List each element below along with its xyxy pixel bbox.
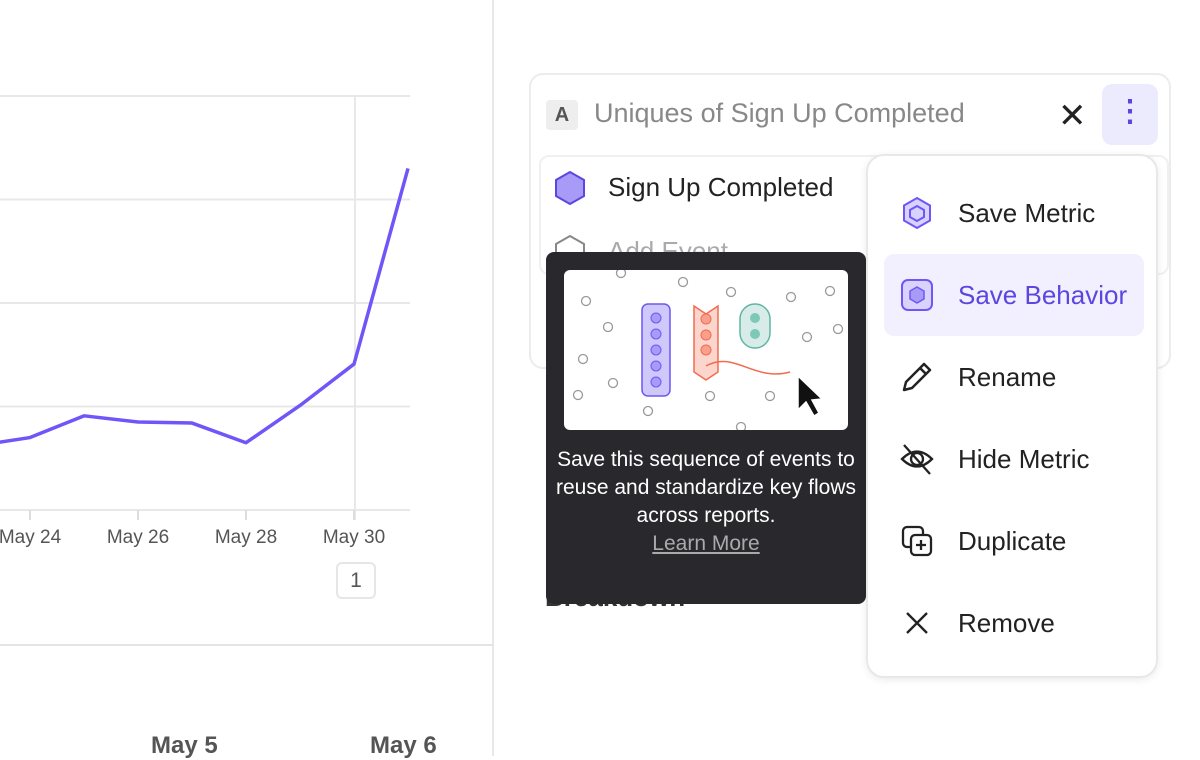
pencil-icon <box>900 360 934 394</box>
metric-title[interactable]: Uniques of Sign Up Completed <box>594 98 965 128</box>
kebab-icon[interactable]: ⋮ <box>1102 84 1158 145</box>
tooltip: Save this sequence of events to reuse an… <box>546 252 880 604</box>
divider <box>0 644 494 646</box>
duplicate-icon <box>900 524 934 558</box>
menu-item-duplicate[interactable]: Duplicate <box>884 500 1144 582</box>
menu-item-rename[interactable]: Rename <box>884 336 1144 418</box>
annotation-badge[interactable]: 1 <box>336 562 376 599</box>
menu-item-save-behavior[interactable]: Save Behavior <box>884 254 1144 336</box>
menu-item-label: Remove <box>958 607 1055 638</box>
x-tick-label: May 24 <box>0 527 62 548</box>
menu-item-label: Rename <box>958 361 1057 392</box>
event-hexagon-icon <box>555 171 585 205</box>
x-tick-label: May 30 <box>323 527 385 548</box>
menu-item-label: Hide Metric <box>958 443 1090 474</box>
metric-letter-badge: A <box>546 100 578 130</box>
tooltip-text: Save this sequence of events to reuse an… <box>556 448 856 527</box>
menu-item-save-metric[interactable]: Save Metric <box>884 172 1144 254</box>
metric-options-menu: Save Metric Save Behavior Rename Hide Me… <box>866 154 1158 678</box>
eye-off-icon <box>900 442 934 476</box>
chart-svg: May 24 May 26 May 28 May 30 <box>0 95 410 548</box>
behavior-icon <box>900 278 934 312</box>
menu-item-label: Save Behavior <box>958 279 1128 310</box>
line-chart: May 24 May 26 May 28 May 30 1 May 5 May 6 <box>0 0 494 759</box>
menu-item-label: Save Metric <box>958 197 1096 228</box>
event-name[interactable]: Sign Up Completed <box>608 172 834 202</box>
menu-item-remove[interactable]: Remove <box>884 582 1144 664</box>
series-line <box>0 167 410 445</box>
x-tick-label: May 26 <box>107 527 169 548</box>
x-tick-label: May 28 <box>215 527 277 548</box>
menu-item-label: Duplicate <box>958 525 1067 556</box>
bottom-axis-label: May 5 <box>151 732 218 759</box>
behavior-illustration <box>564 270 848 430</box>
close-icon[interactable]: ✕ <box>1058 97 1087 135</box>
menu-item-hide-metric[interactable]: Hide Metric <box>884 418 1144 500</box>
learn-more-link[interactable]: Learn More <box>652 532 760 555</box>
bottom-axis-label: May 6 <box>370 732 437 759</box>
close-icon <box>900 606 934 640</box>
hexagon-icon <box>900 196 934 230</box>
